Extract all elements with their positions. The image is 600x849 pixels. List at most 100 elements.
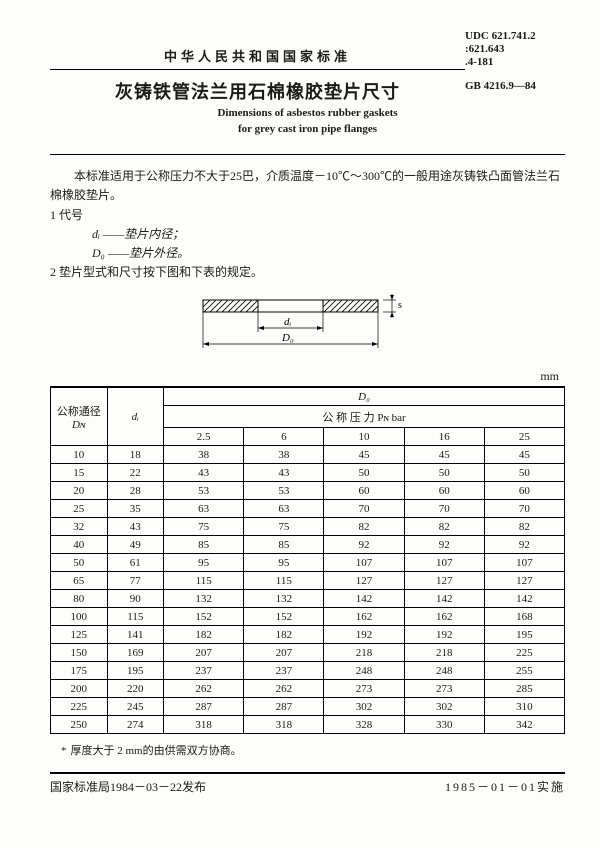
table-cell: 152	[244, 608, 324, 626]
table-row: 15224343505050	[51, 464, 565, 482]
diagram-di-label: dᵢ	[284, 316, 292, 328]
section-2: 2 垫片型式和尺寸按下图和下表的规定。	[50, 263, 565, 282]
table-cell: 45	[404, 446, 484, 464]
table-row: 250274318318328330342	[51, 716, 565, 734]
table-cell: 85	[164, 536, 244, 554]
table-row: 6577115115127127127	[51, 572, 565, 590]
header-row: 中华人民共和国国家标准 UDC 621.741.2 :621.643 .4-18…	[50, 30, 565, 70]
table-cell: 182	[164, 626, 244, 644]
footer-row: 国家标准局1984－03－22发布 1985－01－01实施	[50, 778, 565, 795]
issue-date: 国家标准局1984－03－22发布	[50, 778, 206, 795]
table-cell: 310	[484, 698, 564, 716]
table-cell: 82	[484, 518, 564, 536]
def-di: dᵢ ——垫片内径；	[92, 227, 184, 241]
table-cell: 255	[484, 662, 564, 680]
table-row: 32437575828282	[51, 518, 565, 536]
table-cell: 92	[404, 536, 484, 554]
document-page: { "header": { "national_std": "中华人民共和国国家…	[0, 0, 600, 849]
section-1: 1 代号	[50, 206, 565, 225]
header-bottom-rule	[50, 154, 565, 155]
table-cell: 192	[404, 626, 484, 644]
table-cell: 90	[107, 590, 164, 608]
table-cell: 61	[107, 554, 164, 572]
def-d0: D₀ ——垫片外径。	[92, 246, 189, 260]
table-cell: 162	[404, 608, 484, 626]
table-cell: 32	[51, 518, 108, 536]
table-cell: 82	[404, 518, 484, 536]
table-row: 40498585929292	[51, 536, 565, 554]
table-cell: 63	[244, 500, 324, 518]
table-cell: 302	[404, 698, 484, 716]
table-cell: 328	[324, 716, 404, 734]
table-cell: 92	[484, 536, 564, 554]
table-cell: 50	[404, 464, 484, 482]
diagram-d0-label: D₀	[281, 332, 294, 344]
table-cell: 168	[484, 608, 564, 626]
national-standard-label: 中华人民共和国国家标准	[50, 46, 465, 65]
col-dn-1: 公称通径	[51, 403, 107, 419]
table-cell: 152	[164, 608, 244, 626]
title-row: 灰铸铁管法兰用石棉橡胶垫片尺寸 GB 4216.9—84	[50, 70, 565, 104]
table-row: 150169207207218218225	[51, 644, 565, 662]
table-cell: 125	[51, 626, 108, 644]
table-cell: 142	[324, 590, 404, 608]
table-cell: 100	[51, 608, 108, 626]
table-cell: 22	[107, 464, 164, 482]
diagram-s-label: s	[398, 300, 402, 311]
table-cell: 70	[404, 500, 484, 518]
table-cell: 318	[244, 716, 324, 734]
table-cell: 132	[164, 590, 244, 608]
table-cell: 141	[107, 626, 164, 644]
table-cell: 65	[51, 572, 108, 590]
table-cell: 20	[51, 482, 108, 500]
table-cell: 75	[244, 518, 324, 536]
table-cell: 95	[164, 554, 244, 572]
table-cell: 237	[244, 662, 324, 680]
table-row: 200220262262273273285	[51, 680, 565, 698]
table-cell: 318	[164, 716, 244, 734]
table-cell: 107	[404, 554, 484, 572]
table-cell: 142	[484, 590, 564, 608]
table-cell: 195	[484, 626, 564, 644]
table-cell: 127	[484, 572, 564, 590]
table-cell: 15	[51, 464, 108, 482]
table-cell: 225	[51, 698, 108, 716]
col-dn-2: Dɴ	[51, 419, 107, 431]
table-cell: 82	[324, 518, 404, 536]
table-cell: 115	[244, 572, 324, 590]
table-cell: 45	[484, 446, 564, 464]
pn-label: 公 称 压 力 Pɴ bar	[164, 406, 565, 428]
pn-2: 10	[324, 428, 404, 446]
table-cell: 169	[107, 644, 164, 662]
table-cell: 342	[484, 716, 564, 734]
table-cell: 207	[244, 644, 324, 662]
table-row: 100115152152162162168	[51, 608, 565, 626]
table-cell: 127	[404, 572, 484, 590]
table-row: 175195237237248248255	[51, 662, 565, 680]
table-cell: 50	[324, 464, 404, 482]
table-cell: 287	[244, 698, 324, 716]
scope-text: 本标准适用于公称压力不大于25巴，介质温度－10℃～300℃的一般用途灰铸铁凸面…	[50, 167, 565, 205]
gb-code: GB 4216.9—84	[465, 80, 565, 93]
table-cell: 107	[324, 554, 404, 572]
table-cell: 92	[324, 536, 404, 554]
table-cell: 273	[324, 680, 404, 698]
col-di: dᵢ	[107, 387, 164, 446]
table-cell: 25	[51, 500, 108, 518]
table-cell: 330	[404, 716, 484, 734]
col-d0: D₀	[164, 387, 565, 406]
table-cell: 225	[484, 644, 564, 662]
table-cell: 115	[107, 608, 164, 626]
table-cell: 285	[484, 680, 564, 698]
table-cell: 248	[404, 662, 484, 680]
table-cell: 50	[51, 554, 108, 572]
table-cell: 200	[51, 680, 108, 698]
table-cell: 115	[164, 572, 244, 590]
table-cell: 43	[107, 518, 164, 536]
table-row: 10183838454545	[51, 446, 565, 464]
table-cell: 287	[164, 698, 244, 716]
table-cell: 50	[484, 464, 564, 482]
udc-block: UDC 621.741.2 :621.643 .4-181	[465, 30, 565, 70]
table-cell: 245	[107, 698, 164, 716]
title-english-2: for grey cast iron pipe flanges	[50, 122, 565, 136]
